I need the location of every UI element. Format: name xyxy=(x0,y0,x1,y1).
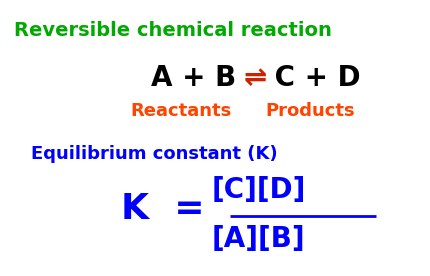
Text: Reactants: Reactants xyxy=(130,102,231,120)
Text: Reversible chemical reaction: Reversible chemical reaction xyxy=(14,20,332,39)
Text: [C][D]: [C][D] xyxy=(211,176,305,204)
Text: [A][B]: [A][B] xyxy=(211,225,304,253)
Text: A + B: A + B xyxy=(151,64,246,92)
Text: ⇌: ⇌ xyxy=(243,64,266,92)
Text: Equilibrium constant (K): Equilibrium constant (K) xyxy=(31,145,277,163)
Text: K  =: K = xyxy=(121,192,204,226)
Text: Products: Products xyxy=(264,102,354,120)
Text: C + D: C + D xyxy=(264,64,359,92)
